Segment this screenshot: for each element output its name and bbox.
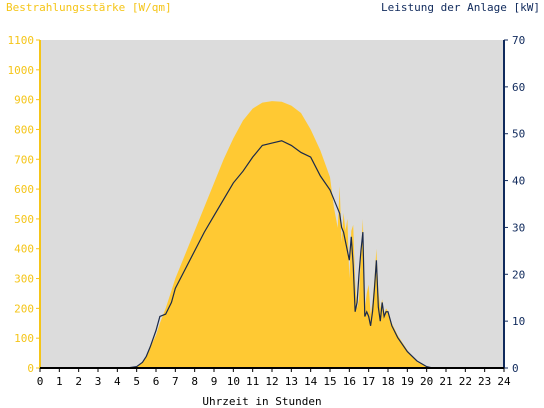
right-tick-label: 30 [512,221,525,234]
left-tick-label: 1000 [8,64,35,77]
left-tick-label: 900 [14,94,34,107]
irradiance-area [40,101,504,368]
x-tick-label: 2 [75,375,82,388]
x-tick-label: 1 [56,375,63,388]
x-tick-label: 16 [343,375,356,388]
right-tick-label: 20 [512,268,525,281]
left-tick-label: 500 [14,213,34,226]
left-tick-label: 400 [14,243,34,256]
x-tick-label: 20 [420,375,433,388]
x-axis-title: Uhrzeit in Stunden [202,395,321,408]
x-tick-label: 18 [381,375,394,388]
left-tick-label: 100 [14,332,34,345]
left-tick-label: 600 [14,183,34,196]
x-tick-label: 22 [459,375,472,388]
x-tick-label: 6 [153,375,160,388]
x-tick-label: 12 [265,375,278,388]
right-tick-label: 70 [512,34,525,47]
left-tick-label: 0 [27,362,34,375]
x-tick-label: 5 [133,375,140,388]
x-tick-label: 14 [304,375,318,388]
x-tick-label: 8 [191,375,198,388]
right-tick-label: 40 [512,175,525,188]
power-line [40,140,504,369]
x-tick-label: 23 [478,375,491,388]
x-tick-label: 9 [211,375,218,388]
x-tick-label: 15 [323,375,336,388]
left-tick-label: 700 [14,153,34,166]
left-tick-label: 800 [14,123,34,136]
right-tick-label: 10 [512,315,525,328]
x-tick-label: 21 [439,375,452,388]
x-tick-label: 3 [95,375,102,388]
left-tick-label: 1100 [8,34,35,47]
x-tick-label: 24 [497,375,511,388]
left-tick-label: 200 [14,302,34,315]
left-tick-label: 300 [14,273,34,286]
x-tick-label: 10 [227,375,240,388]
right-axis-title: Leistung der Anlage [kW] [381,1,540,14]
x-tick-label: 7 [172,375,179,388]
right-tick-label: 50 [512,128,525,141]
x-tick-label: 11 [246,375,259,388]
x-tick-label: 0 [37,375,44,388]
series-layer [40,101,504,369]
x-tick-label: 13 [285,375,298,388]
x-tick-label: 19 [401,375,414,388]
x-tick-label: 17 [362,375,375,388]
left-axis-title: Bestrahlungsstärke [W/qm] [6,1,172,14]
right-tick-label: 60 [512,81,525,94]
x-tick-label: 4 [114,375,121,388]
ticks-layer: 0100200300400500600700800900100011000102… [8,34,526,388]
right-tick-label: 0 [512,362,519,375]
